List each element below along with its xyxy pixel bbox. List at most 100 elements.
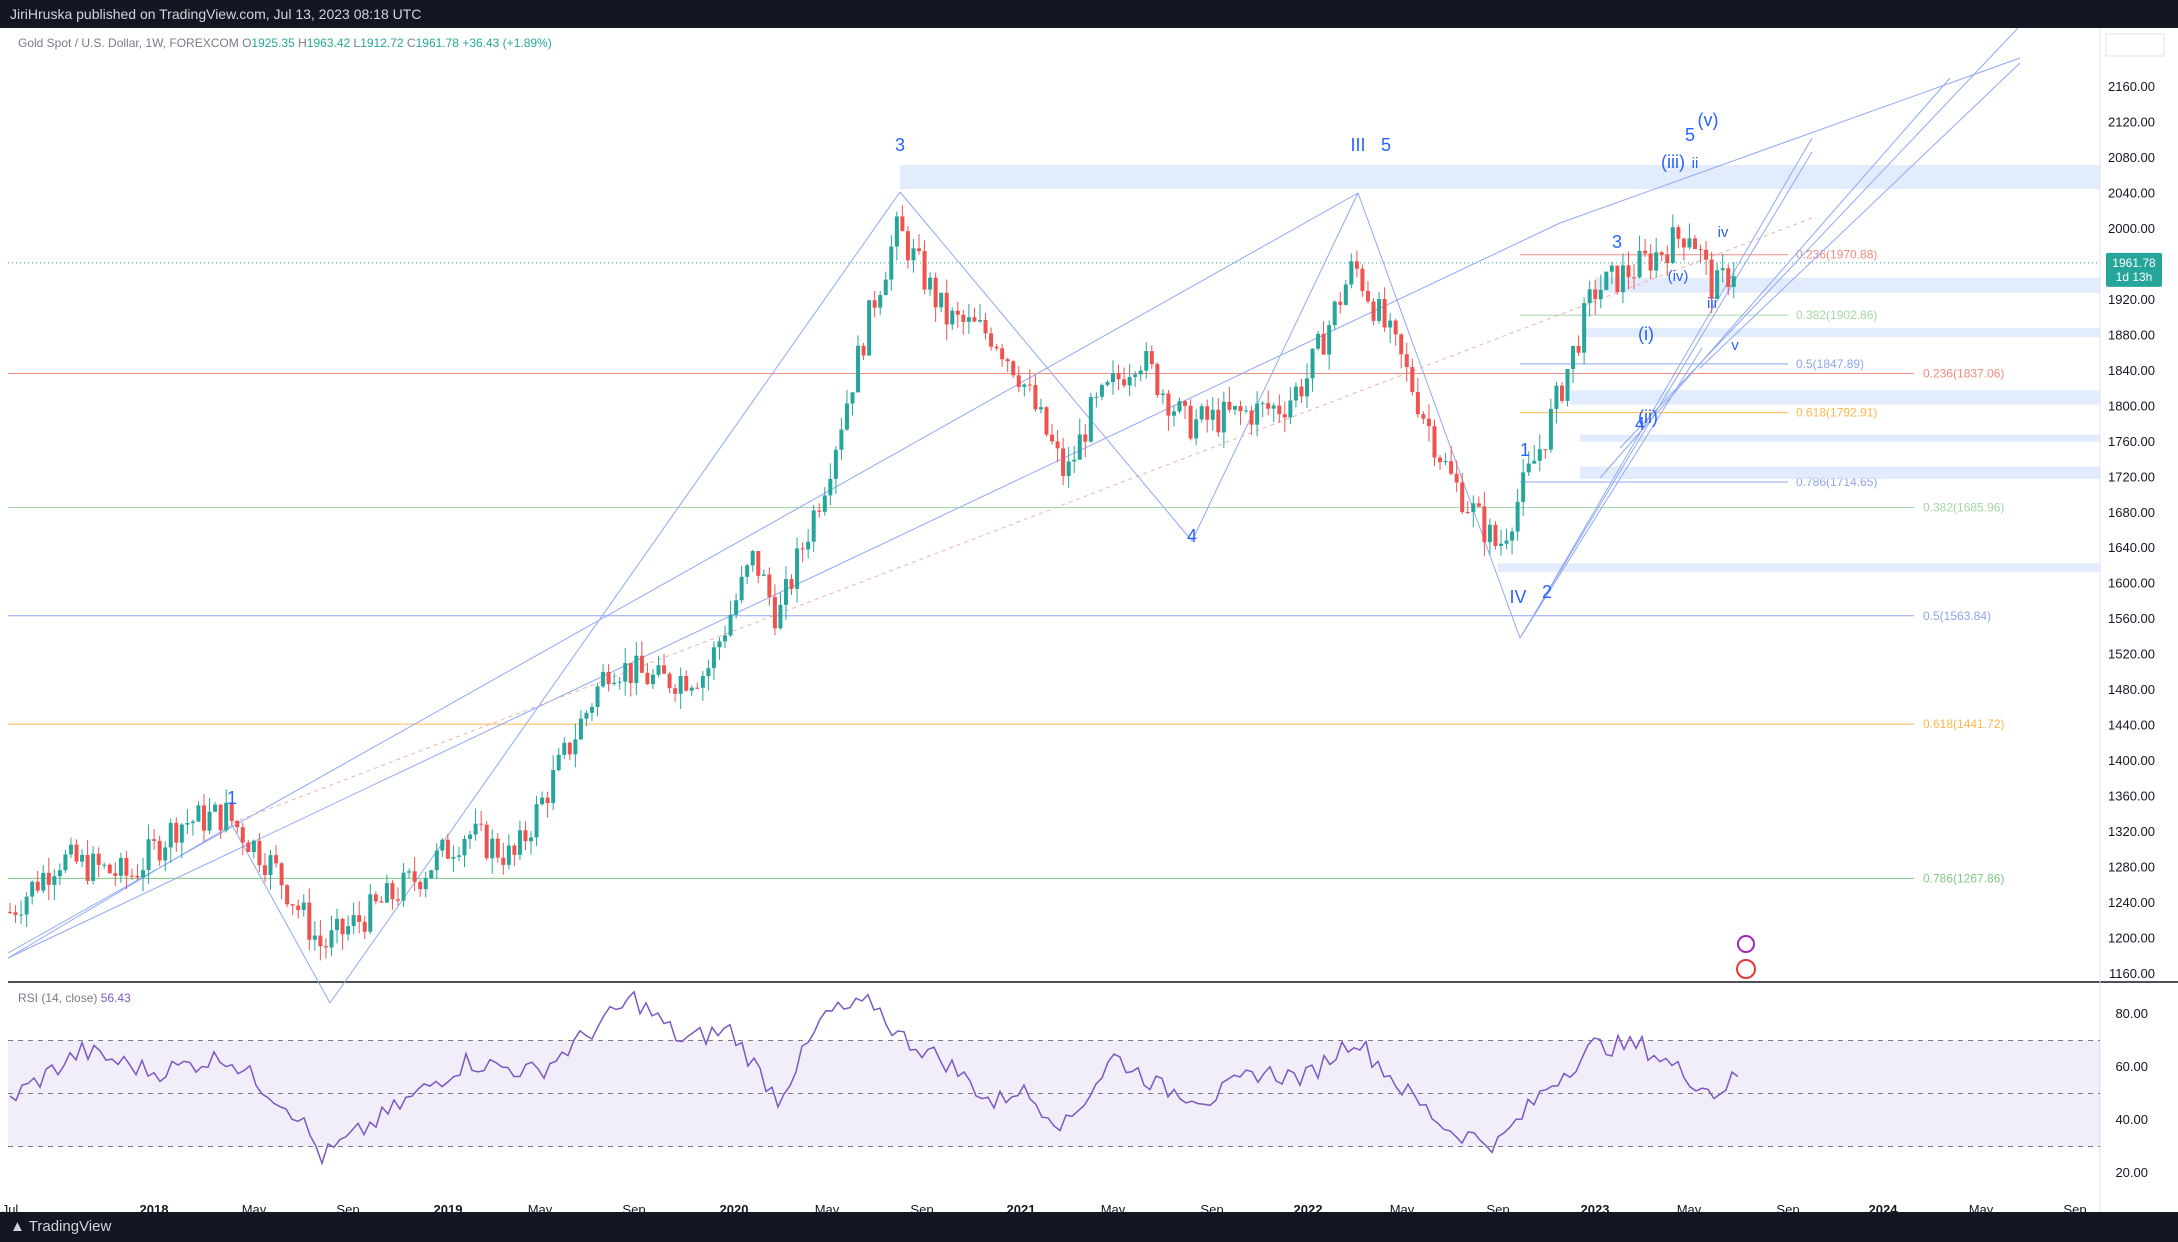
candle [1205,399,1210,433]
price-tick-1: 2120.00 [2108,114,2155,129]
candle [567,741,572,760]
candle [839,418,844,460]
candle [1543,449,1548,459]
candle [290,903,295,916]
chart-canvas[interactable]: 0.236(1837.06) 0.382(1685.96) 0.5(1563.84)… [0,28,2178,1212]
candle [201,794,206,842]
price-tick-23: 1240.00 [2108,895,2155,910]
candle [1022,383,1027,397]
price-tick-25: 1160.00 [2109,966,2155,981]
candle [1138,365,1143,382]
candle [1515,488,1520,541]
candle [706,659,711,691]
candle [1465,501,1470,514]
us-flag-event-icon[interactable] [1736,959,1756,979]
candle [1282,401,1287,433]
candle [185,809,190,834]
candle [301,894,306,917]
candle [1482,491,1487,557]
candle [30,880,35,905]
candle [617,676,622,690]
candle [1244,405,1249,414]
candle [1277,394,1282,423]
candle [761,569,766,577]
price-tick-14: 1600.00 [2108,576,2155,591]
candle [1731,262,1736,299]
candle [551,755,556,811]
candle [589,703,594,722]
scale-toggle-button[interactable] [2105,33,2165,57]
candle [1321,321,1326,355]
candle [922,240,927,295]
candle [80,849,85,868]
price-tick-24: 1200.00 [2108,931,2155,946]
candle [451,845,456,873]
candle [1410,358,1415,396]
candle [844,390,849,432]
candle [63,849,68,873]
candle [639,641,644,674]
time-tick-0: Jul [2,1202,19,1212]
candle [905,225,910,269]
candle [1504,528,1509,550]
candle [1548,398,1553,453]
candle [678,667,683,709]
price-tick-7: 1880.00 [2108,327,2155,342]
candle [456,846,461,862]
candle [728,601,733,638]
candle [1704,240,1709,275]
candle [1000,343,1005,368]
candle [484,821,489,861]
candle [767,567,772,606]
candle [1393,318,1398,346]
candle [606,664,611,692]
wave-label-12: (iii) [1661,152,1685,172]
candle [944,279,949,341]
candle [540,791,545,806]
time-tick-21: Sep [2063,1202,2086,1212]
axes: 2160.002120.002080.002040.002000.001960.… [2,79,2162,1212]
candle [262,853,267,883]
trend-line-3 [899,191,1193,542]
candle [1676,224,1681,249]
fib-label-right-2: 0.5(1847.89) [1796,357,1864,371]
legend: Gold Spot / U.S. Dollar, 1W, FOREXCOM O1… [18,36,552,1005]
candle [190,819,195,836]
candle [1637,235,1642,279]
candle [584,710,589,727]
candle [401,863,406,908]
candle [750,549,755,572]
candle [822,487,827,516]
candle [68,837,73,859]
candle [789,574,794,596]
candle [1166,389,1171,431]
candle [1293,382,1298,408]
rsi-line [9,990,1739,1166]
price-tick-20: 1360.00 [2108,789,2155,804]
candle [1194,409,1199,446]
candle [318,920,323,961]
candle [889,235,894,291]
candle [684,670,689,692]
price-tick-4: 2000.00 [2108,221,2155,236]
candle [1271,402,1276,423]
fib-label-left-2: 0.5(1563.84) [1923,609,1991,623]
candle [74,839,79,865]
price-tick-15: 1560.00 [2108,611,2155,626]
wave-label-0: 1 [227,788,237,808]
candle [628,663,633,697]
time-tick-19: 2024 [1869,1202,1899,1212]
tradingview-logo[interactable]: ▲ [10,1218,25,1235]
wave-label-5: 1 [1520,440,1530,460]
candle [1316,331,1321,351]
time-tick-20: May [1969,1202,1994,1212]
candle [174,817,179,852]
candle [650,668,655,689]
candle [966,303,971,334]
candle [13,905,18,923]
time-tick-10: 2021 [1007,1202,1036,1212]
candle [1083,424,1088,458]
time-tick-9: Sep [910,1202,933,1212]
flash-event-icon[interactable] [1737,935,1755,953]
